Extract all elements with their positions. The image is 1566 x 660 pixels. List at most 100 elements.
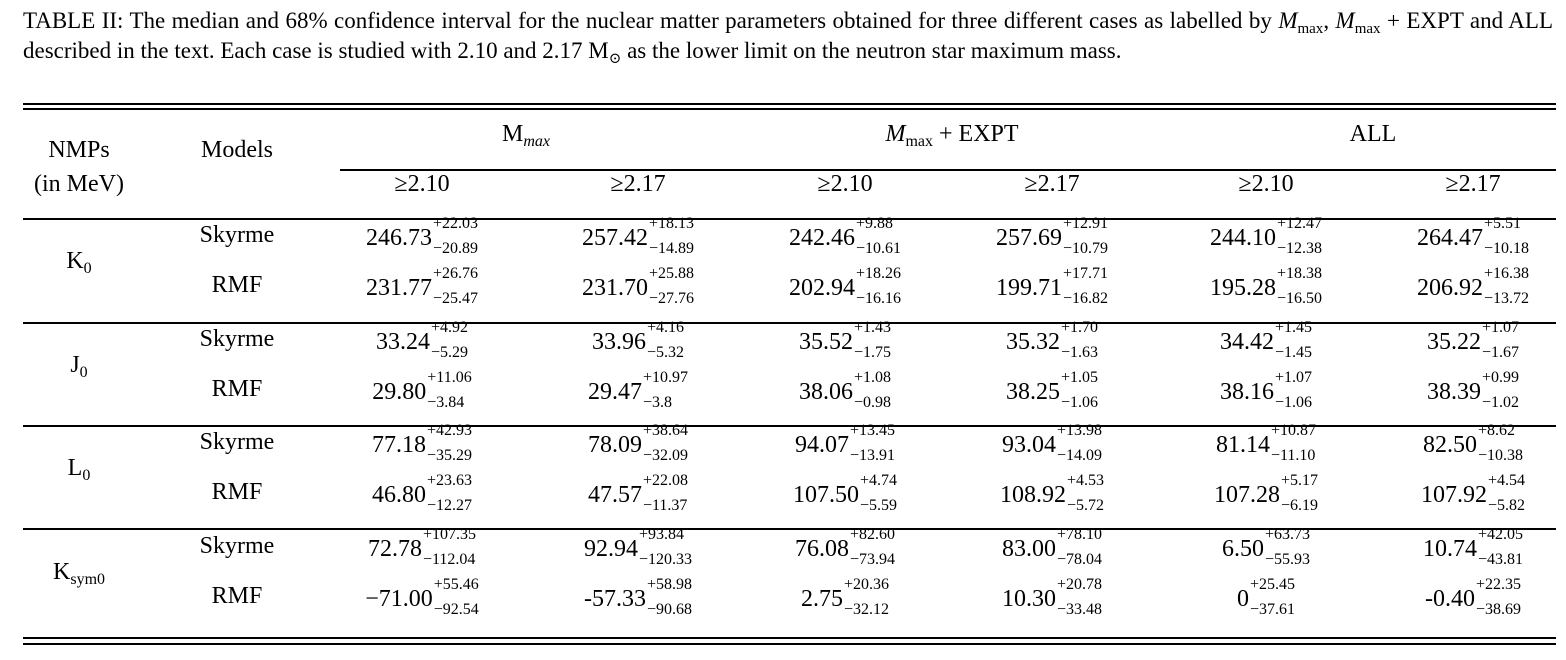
group-rule bbox=[340, 169, 1556, 171]
value-lower-error: −38.69 bbox=[1475, 601, 1522, 618]
value-lower-error: −5.59 bbox=[859, 497, 898, 514]
value-lower-error: −1.75 bbox=[853, 344, 892, 361]
value-upper-error: +10.97 bbox=[642, 369, 689, 386]
header-subcol: ≥2.10 bbox=[817, 171, 873, 197]
value-upper-error: +17.71 bbox=[1062, 265, 1109, 282]
header-subcol: ≥2.17 bbox=[1445, 171, 1501, 197]
value-cell: 0 +25.45 −37.61 bbox=[1236, 576, 1295, 619]
value-lower-error: −11.10 bbox=[1270, 447, 1316, 464]
model-label: Skyrme bbox=[199, 533, 275, 559]
value-median: 242.46 bbox=[788, 225, 855, 251]
value-lower-error: −11.37 bbox=[642, 497, 688, 514]
value-lower-error: −1.06 bbox=[1274, 394, 1313, 411]
row-divider-2 bbox=[23, 425, 1556, 427]
value-cell: 33.24 +4.92 −5.29 bbox=[375, 319, 469, 362]
nmp-label: Ksym0 bbox=[52, 559, 106, 588]
value-upper-error: +42.05 bbox=[1477, 526, 1524, 543]
value-lower-error: −43.81 bbox=[1477, 551, 1524, 568]
value-cell: 231.70 +25.88 −27.76 bbox=[582, 265, 695, 308]
value-lower-error: −120.33 bbox=[638, 551, 693, 568]
header-nmps: NMPs bbox=[48, 137, 110, 163]
value-upper-error: +55.46 bbox=[433, 576, 479, 593]
value-cell: 82.50 +8.62 −10.38 bbox=[1423, 422, 1523, 465]
value-lower-error: −0.98 bbox=[853, 394, 892, 411]
top-rule-2 bbox=[23, 108, 1556, 110]
value-lower-error: −13.91 bbox=[849, 447, 896, 464]
value-median: 94.07 bbox=[794, 432, 849, 458]
value-lower-error: −14.09 bbox=[1056, 447, 1103, 464]
value-median: 46.80 bbox=[371, 482, 426, 508]
value-cell: 231.77 +26.76 −25.47 bbox=[365, 265, 478, 308]
value-lower-error: −12.38 bbox=[1276, 240, 1323, 257]
value-upper-error: +78.10 bbox=[1056, 526, 1103, 543]
value-median: 35.52 bbox=[798, 329, 853, 355]
value-median: 231.77 bbox=[365, 275, 432, 301]
value-upper-error: +8.62 bbox=[1477, 422, 1516, 439]
value-upper-error: +1.07 bbox=[1274, 369, 1313, 386]
header-subcol: ≥2.17 bbox=[610, 171, 666, 197]
model-label: RMF bbox=[211, 272, 263, 298]
value-upper-error: +18.13 bbox=[648, 215, 695, 232]
value-upper-error: +38.64 bbox=[642, 422, 689, 439]
value-median: 10.74 bbox=[1422, 536, 1477, 562]
value-lower-error: −1.63 bbox=[1060, 344, 1099, 361]
value-upper-error: +58.98 bbox=[646, 576, 693, 593]
value-cell: 108.92 +4.53 −5.72 bbox=[1000, 472, 1105, 515]
value-upper-error: +25.88 bbox=[648, 265, 695, 282]
value-upper-error: +11.06 bbox=[427, 369, 472, 386]
value-upper-error: +42.93 bbox=[426, 422, 473, 439]
value-median: 33.24 bbox=[375, 329, 430, 355]
top-rule-1 bbox=[23, 103, 1556, 105]
value-cell: 47.57 +22.08 −11.37 bbox=[588, 472, 688, 515]
value-median: 107.28 bbox=[1213, 482, 1280, 508]
value-cell: 94.07 +13.45 −13.91 bbox=[794, 422, 896, 465]
value-upper-error: +13.98 bbox=[1056, 422, 1103, 439]
value-median: 264.47 bbox=[1416, 225, 1483, 251]
value-lower-error: −1.67 bbox=[1481, 344, 1520, 361]
value-median: 0 bbox=[1236, 586, 1249, 612]
value-upper-error: +82.60 bbox=[849, 526, 896, 543]
value-upper-error: +12.91 bbox=[1062, 215, 1109, 232]
value-cell: 257.42 +18.13 −14.89 bbox=[582, 215, 695, 258]
bottom-rule-2 bbox=[23, 643, 1556, 645]
value-lower-error: −1.45 bbox=[1274, 344, 1313, 361]
value-median: -0.40 bbox=[1424, 586, 1475, 612]
value-lower-error: −5.72 bbox=[1066, 497, 1105, 514]
value-median: 257.69 bbox=[995, 225, 1062, 251]
value-upper-error: +18.26 bbox=[855, 265, 902, 282]
value-cell: 38.06 +1.08 −0.98 bbox=[799, 369, 892, 412]
value-cell: 78.09 +38.64 −32.09 bbox=[588, 422, 689, 465]
value-lower-error: −73.94 bbox=[849, 551, 896, 568]
value-median: 6.50 bbox=[1221, 536, 1264, 562]
value-cell: 77.18 +42.93 −35.29 bbox=[372, 422, 473, 465]
value-upper-error: +63.73 bbox=[1264, 526, 1311, 543]
header-subcol: ≥2.17 bbox=[1024, 171, 1080, 197]
value-median: 107.92 bbox=[1420, 482, 1487, 508]
value-median: 38.16 bbox=[1219, 379, 1274, 405]
value-median: 93.04 bbox=[1001, 432, 1056, 458]
value-lower-error: −92.54 bbox=[433, 601, 479, 618]
value-cell: 93.04 +13.98 −14.09 bbox=[1001, 422, 1103, 465]
value-lower-error: −6.19 bbox=[1280, 497, 1319, 514]
value-cell: 195.28 +18.38 −16.50 bbox=[1210, 265, 1323, 308]
value-cell: 35.22 +1.07 −1.67 bbox=[1427, 319, 1520, 362]
value-lower-error: −1.02 bbox=[1481, 394, 1520, 411]
value-lower-error: −13.72 bbox=[1483, 290, 1530, 307]
value-upper-error: +9.88 bbox=[855, 215, 894, 232]
value-median: 92.94 bbox=[583, 536, 638, 562]
value-lower-error: −16.16 bbox=[855, 290, 902, 307]
value-upper-error: +1.70 bbox=[1060, 319, 1099, 336]
value-median: 72.78 bbox=[367, 536, 422, 562]
value-cell: 34.42 +1.45 −1.45 bbox=[1220, 319, 1313, 362]
value-median: 38.39 bbox=[1426, 379, 1481, 405]
value-cell: 107.50 +4.74 −5.59 bbox=[793, 472, 898, 515]
value-cell: 246.73 +22.03 −20.89 bbox=[366, 215, 478, 258]
value-lower-error: −1.06 bbox=[1060, 394, 1099, 411]
value-median: 2.75 bbox=[800, 586, 843, 612]
header-group-mmax: Mmax bbox=[502, 121, 550, 150]
value-cell: 81.14 +10.87 −11.10 bbox=[1216, 422, 1316, 465]
table-caption: TABLE II: The median and 68% confidence … bbox=[23, 8, 1554, 67]
value-cell: 244.10 +12.47 −12.38 bbox=[1210, 215, 1323, 258]
value-lower-error: −16.50 bbox=[1276, 290, 1323, 307]
value-upper-error: +4.92 bbox=[430, 319, 469, 336]
